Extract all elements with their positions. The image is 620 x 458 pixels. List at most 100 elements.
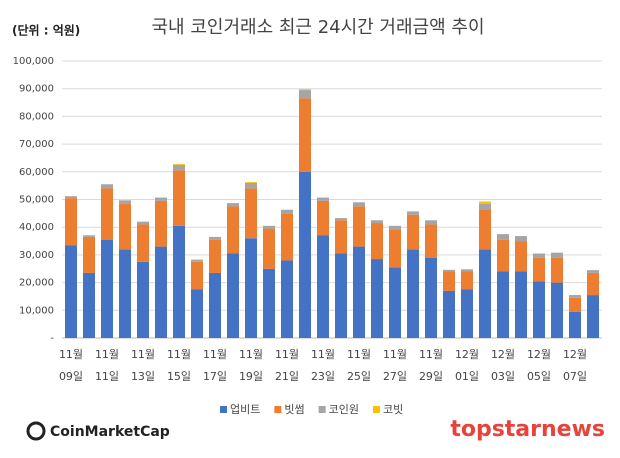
bar-segment (281, 213, 293, 261)
bar-segment (83, 272, 95, 338)
bar-segment (101, 188, 113, 240)
x-tick-label: 11월 29일 (418, 348, 444, 383)
y-tick-label: 50,000 (19, 195, 54, 206)
x-tick-label: 12월 07일 (562, 348, 588, 383)
bar-segment (497, 234, 509, 240)
logo-icon (26, 421, 46, 441)
bar-segment (407, 211, 419, 215)
bar-segment (137, 221, 149, 225)
bar-segment (245, 188, 257, 239)
bar-segment (353, 246, 365, 338)
bar-segment (551, 252, 563, 258)
bar-segment (173, 164, 185, 171)
bar-segment (407, 249, 419, 338)
bar-segment (479, 201, 491, 204)
bar-segment (227, 203, 239, 207)
bar-segment (335, 253, 347, 338)
bar-segment (515, 236, 527, 242)
bar-segment (281, 260, 293, 338)
x-tick-label: 12월 05일 (526, 348, 552, 383)
bar-segment (263, 228, 275, 269)
bar-segment (551, 257, 563, 283)
bar-segment (101, 184, 113, 189)
y-tick-label: 40,000 (19, 222, 54, 233)
bar-segment (587, 272, 599, 296)
bar-segment (335, 218, 347, 221)
source-logo: CoinMarketCap (50, 424, 170, 440)
bar-segment (317, 197, 329, 201)
bar-segment (371, 259, 383, 338)
bar-segment (191, 259, 203, 262)
bar-segment (263, 268, 275, 338)
bar-segment (533, 257, 545, 282)
x-tick-label: 12월 01일 (454, 348, 480, 383)
bar-segment (155, 197, 167, 201)
y-tick-label: 10,000 (19, 305, 54, 316)
bar-segment (587, 295, 599, 338)
bar-segment (101, 239, 113, 338)
bar-segment (479, 249, 491, 338)
x-tick-label: 11월 27일 (382, 348, 408, 383)
bar-segment (281, 209, 293, 214)
legend-swatch (274, 406, 282, 413)
x-tick-label: 11월 09일 (58, 348, 84, 383)
bar-segment (83, 236, 95, 273)
bar-segment (371, 220, 383, 224)
bar-segment (137, 224, 149, 262)
x-tick-label: 11월 15일 (166, 348, 192, 383)
bar-segment (461, 269, 473, 272)
bar-segment (425, 257, 437, 338)
bar-segment (65, 198, 77, 246)
x-tick-label: 11월 11일 (94, 348, 120, 383)
y-tick-label: 100,000 (13, 56, 54, 67)
bar-segment (443, 290, 455, 338)
bar-segment (353, 202, 365, 207)
bar-segment (515, 241, 527, 272)
bar-segment (533, 253, 545, 258)
bar-segment (587, 270, 599, 273)
bar-segment (569, 297, 581, 312)
bar-segment (155, 246, 167, 338)
bar-segment (155, 200, 167, 247)
y-tick-label: 30,000 (19, 250, 54, 261)
x-tick-label: 11월 21일 (274, 348, 300, 383)
legend-swatch (220, 406, 227, 413)
bar-segment (119, 249, 131, 338)
bar-segment (83, 235, 95, 237)
bar-segment (263, 225, 275, 229)
bar-segment (389, 225, 401, 230)
legend-label: 업비트 (230, 403, 260, 416)
bar-segment (497, 271, 509, 338)
bar-segment (353, 206, 365, 247)
y-tick-label: 60,000 (19, 167, 54, 178)
x-tick-label: 11월 25일 (346, 348, 372, 383)
y-tick-label: - (50, 333, 54, 344)
bar-segment (245, 182, 257, 183)
bar-segment (227, 206, 239, 254)
bar-segment (119, 203, 131, 250)
x-tick-label: 12월 03일 (490, 348, 516, 383)
bar-segment (173, 170, 185, 226)
bar-segment (317, 235, 329, 338)
x-tick-label: 11월 17일 (202, 348, 228, 383)
bar-segment (479, 203, 491, 210)
x-tick-label: 11월 23일 (310, 348, 336, 383)
bar-segment (425, 220, 437, 225)
y-tick-label: 70,000 (19, 139, 54, 150)
bar-segment (119, 200, 131, 204)
y-tick-label: 20,000 (19, 278, 54, 289)
bar-segment (461, 289, 473, 338)
bar-segment (245, 238, 257, 338)
bar-segment (335, 220, 347, 254)
bar-segment (371, 223, 383, 260)
bar-segment (479, 209, 491, 250)
bar-segment (533, 281, 545, 338)
bar-segment (461, 271, 473, 290)
bar-segment (443, 269, 455, 272)
bar-segment (137, 261, 149, 338)
bar-segment (551, 282, 563, 338)
x-tick-label: 11월 13일 (130, 348, 156, 383)
bar-segment (299, 171, 311, 338)
bar-segment (515, 271, 527, 338)
